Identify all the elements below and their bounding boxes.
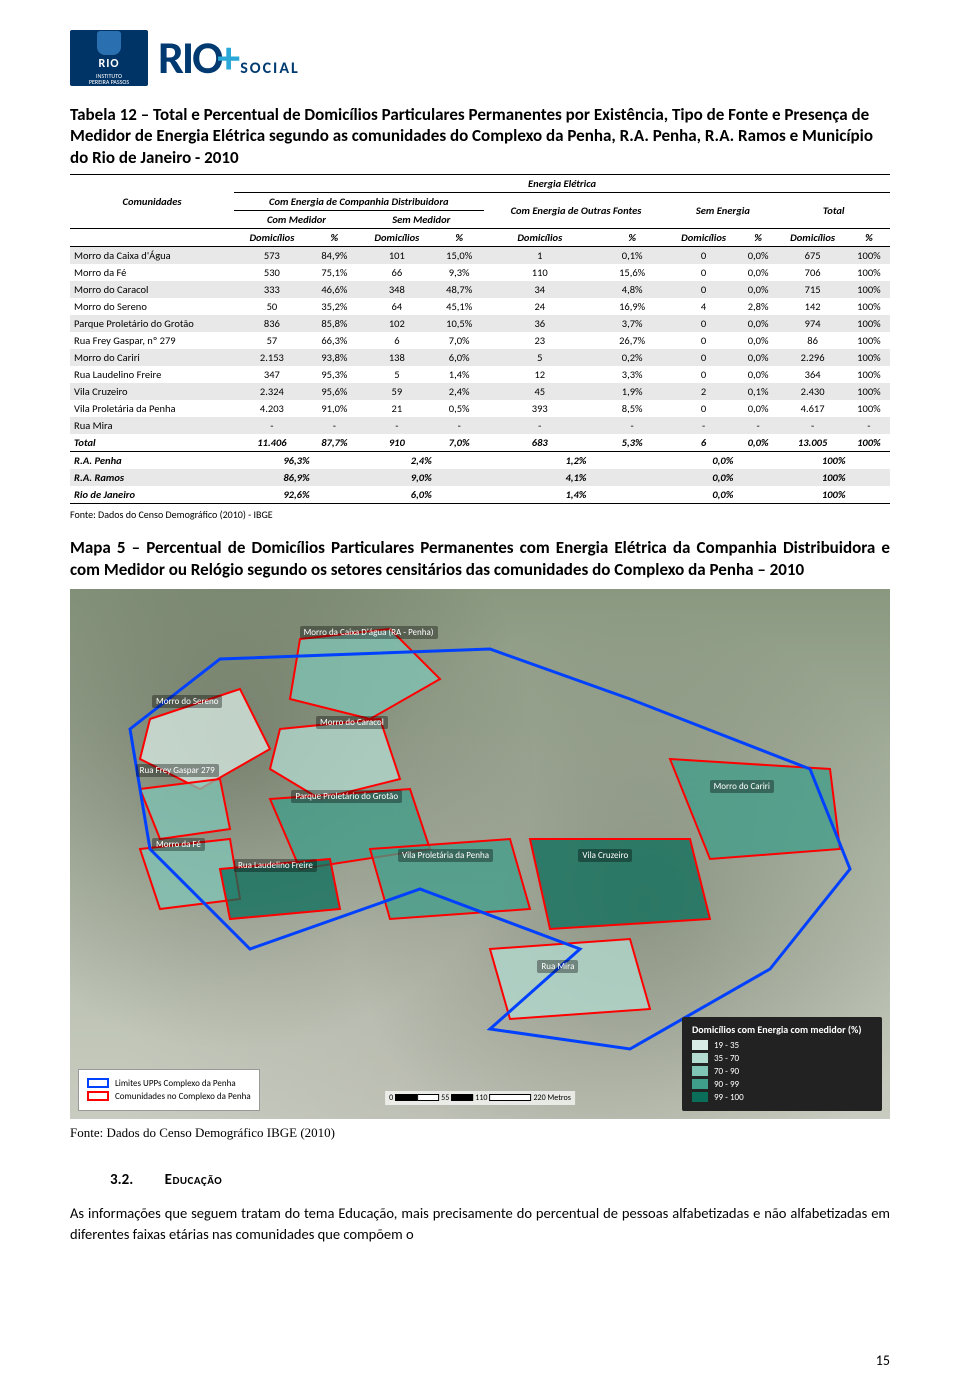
legend-swatch bbox=[692, 1066, 708, 1076]
logo-rio-prefeitura: RIO INSTITUTO PEREIRA PASSOS bbox=[70, 30, 148, 86]
table-row: Morro do Cariri2.15393,8%1386,0%50,2%00,… bbox=[70, 349, 890, 366]
table-source: Fonte: Dados do Censo Demográfico (2010)… bbox=[70, 508, 890, 521]
summary-row: R.A. Ramos86,9%9,0%4,1%0,0%100% bbox=[70, 469, 890, 486]
table-header-row: Comunidades Energia Elétrica bbox=[70, 174, 890, 192]
map-label: Rua Frey Gaspar 279 bbox=[136, 764, 219, 777]
hdr-comunidades: Comunidades bbox=[70, 174, 234, 228]
swatch-blue bbox=[87, 1078, 109, 1088]
legend-swatch bbox=[692, 1092, 708, 1102]
swatch-red bbox=[87, 1091, 109, 1101]
total-row: Total 11.40687,7% 9107,0% 6835,3% 60,0% … bbox=[70, 434, 890, 452]
community-polygon bbox=[290, 629, 440, 719]
table-row: Morro da Caixa d'Água57384,9%10115,0%10,… bbox=[70, 246, 890, 264]
map-title: Mapa 5 – Percentual de Domicílios Partic… bbox=[70, 537, 890, 581]
page-number: 15 bbox=[876, 1352, 890, 1369]
map: Morro da Caixa D'água (RA - Penha) Morro … bbox=[70, 589, 890, 1119]
legend-right: Domicílios com Energia com medidor (%) 1… bbox=[682, 1017, 882, 1111]
table-row: Morro do Caracol33346,6%34848,7%344,8%00… bbox=[70, 281, 890, 298]
map-label: Rua Mira bbox=[537, 960, 578, 973]
logo-inst: INSTITUTO PEREIRA PASSOS bbox=[89, 73, 129, 85]
table-row: Morro da Fé53075,1%669,3%11015,6%00,0%70… bbox=[70, 264, 890, 281]
hdr-total: Total bbox=[777, 192, 890, 228]
map-label: Morro do Cariri bbox=[710, 780, 774, 793]
summary-row: Rio de Janeiro92,6%6,0%1,4%0,0%100% bbox=[70, 486, 890, 504]
map-source: Fonte: Dados do Censo Demográfico IBGE (… bbox=[70, 1125, 890, 1141]
logo-row: RIO INSTITUTO PEREIRA PASSOS RIO + SOCIA… bbox=[70, 30, 890, 86]
community-polygon bbox=[140, 779, 230, 839]
energy-table: Comunidades Energia Elétrica Com Energia… bbox=[70, 174, 890, 504]
hdr-outras: Com Energia de Outras Fontes bbox=[484, 192, 669, 228]
table-row: Rua Laudelino Freire34795,3%51,4%123,3%0… bbox=[70, 366, 890, 383]
shield-icon bbox=[97, 31, 121, 55]
table-row: Rua Mira---------- bbox=[70, 417, 890, 434]
map-label: Parque Proletário do Grotão bbox=[291, 790, 402, 803]
section-heading: 3.2. Educação bbox=[110, 1171, 890, 1189]
legend-swatch bbox=[692, 1040, 708, 1050]
legend-swatch bbox=[692, 1053, 708, 1063]
map-label: Morro da Caixa D'água (RA - Penha) bbox=[300, 626, 438, 639]
body-paragraph: As informações que seguem tratam do tema… bbox=[70, 1203, 890, 1245]
table-row: Vila Proletária da Penha4.20391,0%210,5%… bbox=[70, 400, 890, 417]
hdr-sem-med: Sem Medidor bbox=[359, 210, 484, 228]
hdr-com-med: Com Medidor bbox=[234, 210, 359, 228]
community-polygon bbox=[270, 719, 400, 799]
table-row: Parque Proletário do Grotão83685,8%10210… bbox=[70, 315, 890, 332]
map-label: Morro do Sereno bbox=[152, 695, 222, 708]
table-row: Rua Frey Gaspar, nº 2795766,3%67,0%2326,… bbox=[70, 332, 890, 349]
community-polygon bbox=[670, 759, 840, 859]
legend-left: Limites UPPs Complexo da Penha Comunidad… bbox=[78, 1069, 260, 1111]
logo-rio-social: RIO + SOCIAL bbox=[158, 30, 300, 86]
legend-swatch bbox=[692, 1079, 708, 1089]
map-label: Rua Laudelino Freire bbox=[234, 859, 317, 872]
map-label: Vila Cruzeiro bbox=[578, 849, 632, 862]
hdr-energia: Energia Elétrica bbox=[234, 174, 890, 192]
table-title: Tabela 12 – Total e Percentual de Domicí… bbox=[70, 104, 890, 168]
hdr-dist: Com Energia de Companhia Distribuidora bbox=[234, 192, 484, 210]
map-label: Morro da Fé bbox=[152, 838, 205, 851]
hdr-sem: Sem Energia bbox=[668, 192, 777, 228]
logo-rio-text: RIO bbox=[98, 57, 119, 71]
map-label: Vila Proletária da Penha bbox=[398, 849, 493, 862]
table-row: Morro do Sereno5035,2%6445,1%2416,9%42,8… bbox=[70, 298, 890, 315]
summary-row: R.A. Penha96,3%2,4%1,2%0,0%100% bbox=[70, 451, 890, 469]
map-label: Morro do Caracol bbox=[316, 716, 388, 729]
table-row: Vila Cruzeiro2.32495,6%592,4%451,9%20,1%… bbox=[70, 383, 890, 400]
scalebar: 0 55 110 220 Metros bbox=[385, 1091, 575, 1105]
